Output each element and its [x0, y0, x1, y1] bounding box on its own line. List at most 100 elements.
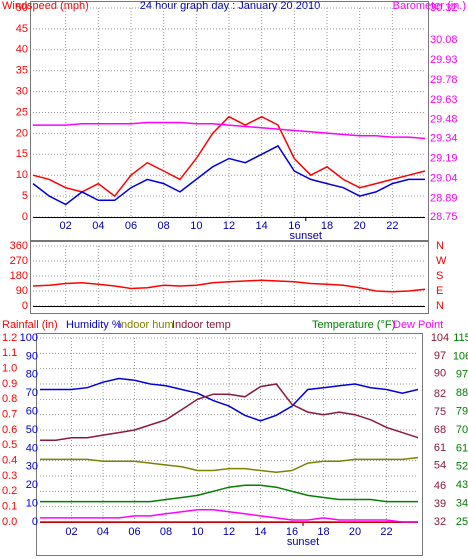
x-tick-label: 16	[286, 526, 298, 538]
y-tick-label: 0.4	[2, 455, 17, 467]
panel-frame	[30, 241, 429, 314]
y2-tick-label: E	[436, 285, 443, 297]
y2-tick-label: 60	[26, 406, 38, 418]
x-tick-label: 18	[317, 526, 329, 538]
y-tick-label: 0	[22, 300, 28, 312]
x-tick-label: 08	[158, 220, 170, 232]
y-tick-label: 0.9	[2, 378, 17, 390]
y4-tick-label: 52	[456, 461, 468, 473]
y2-tick-label: 80	[26, 369, 38, 381]
x-tick-label: 20	[354, 220, 366, 232]
y4-tick-label: 34	[456, 498, 468, 510]
y-tick-label: 1.1	[2, 347, 17, 359]
x-tick-label: 14	[254, 526, 266, 538]
y2-tick-label: 30.32	[430, 2, 458, 14]
y2-tick-label: 100	[20, 332, 38, 344]
y2-tick-label: 28.75	[430, 211, 458, 223]
y2-tick-label: 40	[26, 442, 38, 454]
y-tick-label: 1.0	[2, 363, 17, 375]
legend-label: Indoor temp	[172, 319, 231, 331]
y-tick-label: 0.6	[2, 424, 17, 436]
y4-tick-label: 70	[456, 424, 468, 436]
legend-label: Dew Point	[393, 319, 443, 331]
y2-tick-label: 10	[26, 498, 38, 510]
x-tick-label: 18	[321, 220, 333, 232]
y2-tick-label: 28.89	[430, 192, 458, 204]
y-tick-label: 0.1	[2, 501, 17, 513]
y-tick-label: 45	[16, 23, 28, 35]
y2-tick-label: 90	[26, 350, 38, 362]
y3-tick-label: 68	[434, 424, 446, 436]
x-tick-label: 16	[288, 220, 300, 232]
y2-tick-label: 30.08	[430, 34, 458, 46]
y-tick-label: 0.0	[2, 516, 17, 528]
y2-tick-label: 29.78	[430, 74, 458, 86]
y-tick-label: 1.2	[2, 332, 17, 344]
x-tick-label: 14	[256, 220, 268, 232]
x-tick-label: 20	[349, 526, 361, 538]
y2-tick-label: 50	[26, 424, 38, 436]
y3-tick-label: 90	[434, 368, 446, 380]
y-tick-label: 0.8	[2, 393, 17, 405]
y2-tick-label: N	[436, 300, 444, 312]
y2-tick-label: 70	[26, 387, 38, 399]
panel-frame	[30, 1, 429, 241]
x-tick-label: 02	[60, 220, 72, 232]
x-tick-label: 08	[160, 526, 172, 538]
y-tick-label: 0.5	[2, 439, 17, 451]
panel-frame	[36, 333, 423, 556]
y3-tick-label: 54	[434, 460, 446, 472]
y-tick-label: 5	[22, 190, 28, 202]
y2-tick-label: 20	[26, 479, 38, 491]
series-line	[32, 144, 425, 206]
series-line	[40, 508, 418, 523]
y-tick-label: 0.7	[2, 409, 17, 421]
series-line	[40, 377, 419, 422]
y-tick-label: 40	[16, 44, 28, 56]
y-tick-label: 180	[10, 270, 28, 282]
x-tick-label: 10	[190, 220, 202, 232]
chart-title: 24 hour graph day : January 20 2010	[140, 0, 320, 12]
y3-tick-label: 39	[434, 498, 446, 510]
y2-tick-label: 29.93	[430, 54, 458, 66]
annotation: sunset	[287, 536, 319, 548]
y4-tick-label: 106	[453, 350, 468, 362]
y2-tick-label: 30	[26, 461, 38, 473]
series-line	[32, 279, 426, 293]
y2-tick-label: 29.34	[430, 132, 458, 144]
y4-tick-label: 115	[453, 332, 468, 344]
x-tick-label: 02	[65, 526, 77, 538]
y2-tick-label: 29.48	[430, 114, 458, 126]
series-line	[40, 484, 418, 503]
x-tick-label: 22	[380, 526, 392, 538]
x-tick-label: 10	[191, 526, 203, 538]
y3-tick-label: 97	[434, 350, 446, 362]
y2-tick-label: N	[436, 240, 444, 252]
y-axis-label: Windspeed (mph)	[2, 0, 89, 12]
y-tick-label: 15	[16, 148, 28, 160]
x-tick-label: 04	[97, 526, 109, 538]
y3-tick-label: 61	[434, 442, 446, 454]
series-line	[32, 115, 426, 198]
y3-tick-label: 32	[434, 516, 446, 528]
y-tick-label: 20	[16, 127, 28, 139]
legend-label: Temperature (°F)	[312, 319, 395, 331]
y2-tick-label: 0	[32, 516, 38, 528]
y4-tick-label: 97	[456, 369, 468, 381]
y2-tick-label: W	[436, 255, 447, 267]
y2-tick-label: 29.04	[430, 172, 458, 184]
x-tick-label: 12	[223, 220, 235, 232]
y-tick-label: 30	[16, 86, 28, 98]
annotation: sunset	[290, 230, 322, 242]
legend-label: Rainfall (in)	[2, 319, 58, 331]
y2-tick-label: S	[436, 270, 443, 282]
y3-tick-label: 75	[434, 406, 446, 418]
series-line	[40, 456, 419, 474]
x-tick-label: 04	[92, 220, 104, 232]
y-tick-label: 25	[16, 106, 28, 118]
y-tick-label: 10	[16, 169, 28, 181]
series-line	[40, 383, 419, 441]
x-tick-label: 06	[125, 220, 137, 232]
